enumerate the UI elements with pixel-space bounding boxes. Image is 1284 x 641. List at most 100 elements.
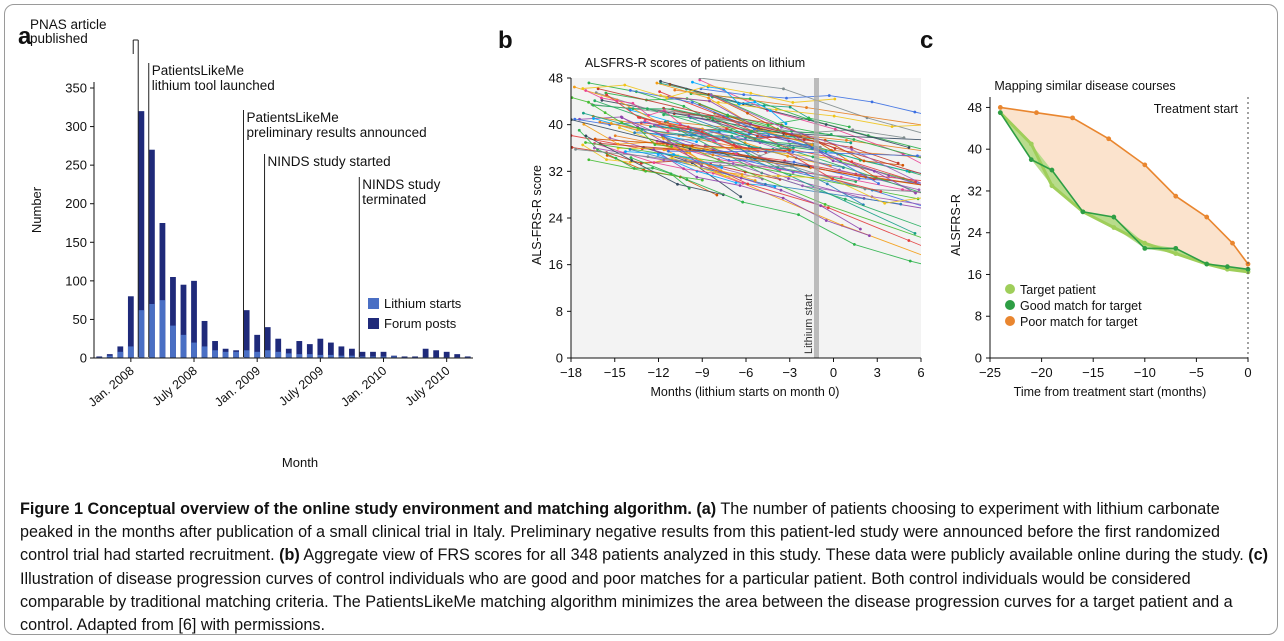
patient-series-line bbox=[668, 150, 921, 157]
bar-forum-posts bbox=[296, 341, 303, 358]
good-match-point bbox=[1049, 167, 1055, 173]
y-tick-label: 32 bbox=[549, 164, 563, 179]
patient-point bbox=[730, 134, 734, 138]
patient-point bbox=[687, 114, 691, 118]
patient-point bbox=[715, 193, 719, 197]
patient-point bbox=[708, 99, 711, 103]
bar-forum-posts bbox=[243, 310, 250, 358]
patient-point bbox=[934, 151, 937, 154]
good-match-point bbox=[1080, 209, 1086, 215]
legend-dot-poor-match bbox=[1005, 316, 1015, 326]
bar-lithium-starts bbox=[180, 334, 187, 358]
panel-b-ylabel: ALS-FRS-R score bbox=[530, 165, 544, 265]
bar-lithium-starts bbox=[370, 356, 376, 358]
annotation-text: preliminary results announced bbox=[246, 125, 426, 140]
patient-point bbox=[628, 148, 632, 151]
patient-point bbox=[965, 200, 968, 203]
patient-point bbox=[907, 239, 911, 242]
patient-series-line bbox=[663, 107, 899, 164]
bar-forum-posts bbox=[317, 338, 324, 358]
patient-point bbox=[949, 158, 952, 161]
patient-point bbox=[688, 151, 692, 155]
patient-point bbox=[908, 170, 911, 174]
patient-point bbox=[687, 186, 691, 190]
patient-point bbox=[652, 161, 656, 165]
target-patient-point bbox=[1111, 225, 1117, 230]
patient-point bbox=[660, 133, 664, 137]
patient-point bbox=[781, 196, 785, 200]
x-tick-label: 3 bbox=[874, 365, 881, 380]
patient-point bbox=[995, 171, 998, 174]
bar-lithium-starts bbox=[149, 304, 155, 358]
patient-point bbox=[868, 234, 871, 238]
patient-point bbox=[712, 139, 715, 143]
patient-point bbox=[774, 108, 778, 112]
patient-point bbox=[598, 120, 602, 124]
annotation-text: NINDS study started bbox=[268, 154, 391, 169]
bar-forum-posts bbox=[264, 327, 271, 358]
legend-label-poor-match: Poor match for target bbox=[1020, 315, 1138, 329]
patient-point bbox=[805, 106, 808, 109]
mismatch-area bbox=[1000, 107, 1248, 272]
patient-point bbox=[782, 87, 785, 91]
patient-point bbox=[700, 164, 703, 168]
good-match-line bbox=[999, 112, 1249, 271]
patient-point bbox=[655, 81, 659, 85]
y-tick-label: 40 bbox=[968, 142, 982, 157]
patient-point bbox=[582, 111, 585, 115]
patient-point bbox=[768, 109, 772, 112]
patient-point bbox=[1044, 198, 1047, 201]
patient-point bbox=[667, 149, 670, 153]
patient-point bbox=[849, 145, 853, 149]
patient-point bbox=[758, 154, 761, 158]
legend-dot-target-patient bbox=[1005, 284, 1015, 294]
patient-point bbox=[749, 91, 753, 95]
bar-forum-posts bbox=[306, 344, 313, 358]
bar-forum-posts bbox=[191, 280, 197, 358]
poor-match-point bbox=[1106, 136, 1112, 142]
poor-match-point bbox=[1230, 240, 1235, 246]
good-match-point bbox=[1245, 266, 1251, 272]
bar-lithium-starts bbox=[201, 346, 208, 358]
x-tick-label: Jan. 2010 bbox=[338, 364, 389, 410]
bar-forum-posts bbox=[275, 338, 282, 358]
panel-b-xlabel: Months (lithium starts on month 0) bbox=[651, 385, 840, 399]
patient-point bbox=[726, 113, 729, 117]
patient-point bbox=[924, 158, 927, 161]
caption-label-c: (c) bbox=[1248, 546, 1268, 565]
bar-forum-posts bbox=[433, 350, 440, 358]
legend-label-forum-posts: Forum posts bbox=[384, 316, 457, 331]
patient-point bbox=[633, 131, 637, 135]
bar-forum-posts bbox=[338, 346, 345, 358]
patient-point bbox=[823, 202, 827, 206]
patient-point bbox=[623, 83, 627, 87]
patient-point bbox=[766, 123, 770, 127]
patient-point bbox=[956, 121, 959, 124]
y-tick-label: 100 bbox=[65, 273, 87, 288]
bar-lithium-starts bbox=[222, 351, 229, 358]
bar-forum-posts bbox=[359, 351, 366, 358]
patient-point bbox=[940, 206, 943, 209]
figure-caption: Figure 1 Conceptual overview of the onli… bbox=[20, 498, 1270, 637]
patient-point bbox=[852, 243, 856, 246]
target-patient-point bbox=[1049, 183, 1055, 189]
bar-lithium-starts bbox=[170, 325, 176, 358]
patient-point bbox=[710, 116, 714, 119]
patient-point bbox=[753, 127, 756, 131]
patient-point bbox=[896, 161, 900, 165]
patient-point bbox=[571, 96, 574, 100]
patient-point bbox=[851, 128, 855, 132]
panel-b-title: ALSFRS-R scores of patients on lithium bbox=[585, 56, 805, 70]
patient-point bbox=[824, 123, 828, 126]
treatment-start-label: Treatment start bbox=[1154, 102, 1239, 116]
bar-forum-posts bbox=[443, 351, 450, 358]
bar-forum-posts bbox=[454, 354, 461, 358]
patient-point bbox=[831, 159, 835, 163]
patient-point bbox=[688, 147, 692, 151]
patient-series-line bbox=[639, 117, 881, 193]
patient-point bbox=[776, 174, 780, 178]
x-tick-label: −3 bbox=[782, 365, 797, 380]
patient-point bbox=[682, 104, 686, 108]
patient-point bbox=[787, 177, 790, 180]
patient-point bbox=[937, 126, 940, 129]
